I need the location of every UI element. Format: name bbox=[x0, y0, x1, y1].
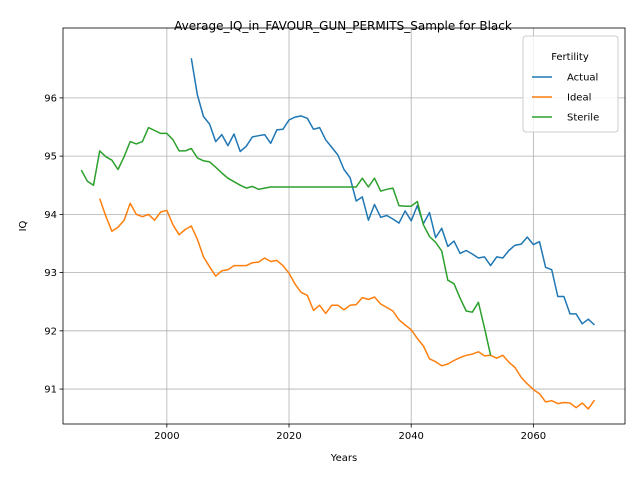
series-line-ideal bbox=[98, 198, 596, 410]
legend-label-actual: Actual bbox=[567, 73, 598, 84]
plot-frame bbox=[62, 27, 626, 425]
y-tick-label: 92 bbox=[44, 326, 57, 337]
chart-title: Average_IQ_in_FAVOUR_GUN_PERMITS_Sample … bbox=[174, 19, 512, 33]
x-tick-label: 2060 bbox=[521, 431, 546, 442]
y-tick-label: 94 bbox=[44, 210, 57, 221]
legend: Fertility Actual Ideal Sterile bbox=[522, 35, 619, 133]
series-line-sterile bbox=[80, 126, 492, 356]
legend-box bbox=[522, 35, 619, 133]
legend-label-sterile: Sterile bbox=[567, 113, 599, 124]
y-axis-label: IQ bbox=[18, 220, 29, 231]
y-tick-label: 96 bbox=[44, 93, 57, 104]
legend-title: Fertility bbox=[551, 52, 589, 63]
series-lines bbox=[80, 58, 596, 410]
axes: 2000 2020 2040 2060 91 92 93 94 95 96 bbox=[44, 93, 546, 442]
y-tick-label: 93 bbox=[44, 268, 57, 279]
x-tick-label: 2000 bbox=[154, 431, 179, 442]
x-tick-label: 2020 bbox=[276, 431, 301, 442]
y-tick-label: 95 bbox=[44, 152, 57, 163]
series-line-actual bbox=[190, 58, 596, 326]
x-axis-label: Years bbox=[330, 453, 357, 464]
y-tick-label: 91 bbox=[44, 385, 57, 396]
legend-label-ideal: Ideal bbox=[567, 93, 591, 104]
x-tick-label: 2040 bbox=[398, 431, 423, 442]
